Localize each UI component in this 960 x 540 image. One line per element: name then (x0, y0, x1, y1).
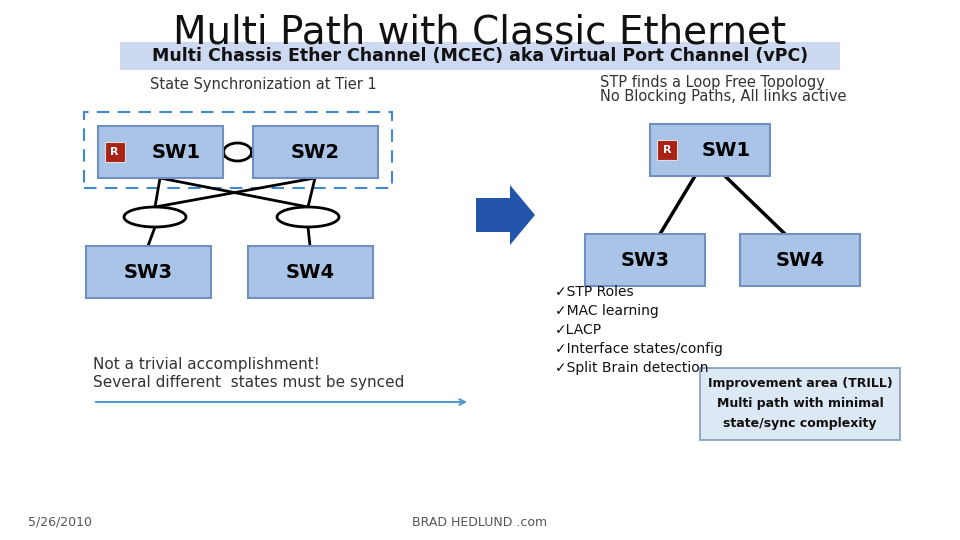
FancyBboxPatch shape (85, 246, 210, 298)
FancyBboxPatch shape (252, 126, 377, 178)
Text: SW2: SW2 (291, 143, 340, 161)
Ellipse shape (277, 207, 339, 227)
Text: Improvement area (TRILL): Improvement area (TRILL) (708, 377, 893, 390)
Text: R: R (110, 147, 119, 157)
Text: state/sync complexity: state/sync complexity (723, 417, 876, 430)
FancyBboxPatch shape (248, 246, 372, 298)
Text: ✓STP Roles: ✓STP Roles (555, 285, 634, 299)
Text: SW4: SW4 (285, 262, 335, 281)
Text: SW3: SW3 (620, 251, 669, 269)
Text: SW1: SW1 (152, 143, 201, 161)
FancyBboxPatch shape (98, 126, 223, 178)
Text: Multi Chassis Ether Channel (MCEC) aka Virtual Port Channel (vPC): Multi Chassis Ether Channel (MCEC) aka V… (152, 47, 808, 65)
Text: SW4: SW4 (776, 251, 825, 269)
FancyBboxPatch shape (700, 368, 900, 440)
Text: STP finds a Loop Free Topology: STP finds a Loop Free Topology (600, 75, 825, 90)
FancyBboxPatch shape (650, 124, 770, 176)
Text: Several different  states must be synced: Several different states must be synced (93, 375, 404, 389)
Ellipse shape (224, 143, 252, 161)
FancyBboxPatch shape (120, 42, 840, 70)
Text: ✓MAC learning: ✓MAC learning (555, 304, 659, 318)
Text: 5/26/2010: 5/26/2010 (28, 516, 92, 529)
Polygon shape (476, 185, 535, 245)
FancyBboxPatch shape (105, 142, 125, 162)
FancyBboxPatch shape (740, 234, 860, 286)
Text: SW3: SW3 (124, 262, 173, 281)
Text: ✓Interface states/config: ✓Interface states/config (555, 342, 723, 356)
Text: Not a trivial accomplishment!: Not a trivial accomplishment! (93, 357, 320, 373)
Text: SW1: SW1 (702, 140, 751, 159)
Text: R: R (662, 145, 671, 155)
Text: ✓Split Brain detection: ✓Split Brain detection (555, 361, 708, 375)
Text: BRAD HEDLUND .com: BRAD HEDLUND .com (413, 516, 547, 529)
Text: Multi Path with Classic Ethernet: Multi Path with Classic Ethernet (174, 13, 786, 51)
Ellipse shape (124, 207, 186, 227)
Text: No Blocking Paths, All links active: No Blocking Paths, All links active (600, 90, 847, 105)
Text: ✓LACP: ✓LACP (555, 323, 602, 337)
Text: Multi path with minimal: Multi path with minimal (716, 397, 883, 410)
FancyBboxPatch shape (585, 234, 705, 286)
FancyBboxPatch shape (657, 140, 677, 160)
Text: State Synchronization at Tier 1: State Synchronization at Tier 1 (150, 78, 376, 92)
